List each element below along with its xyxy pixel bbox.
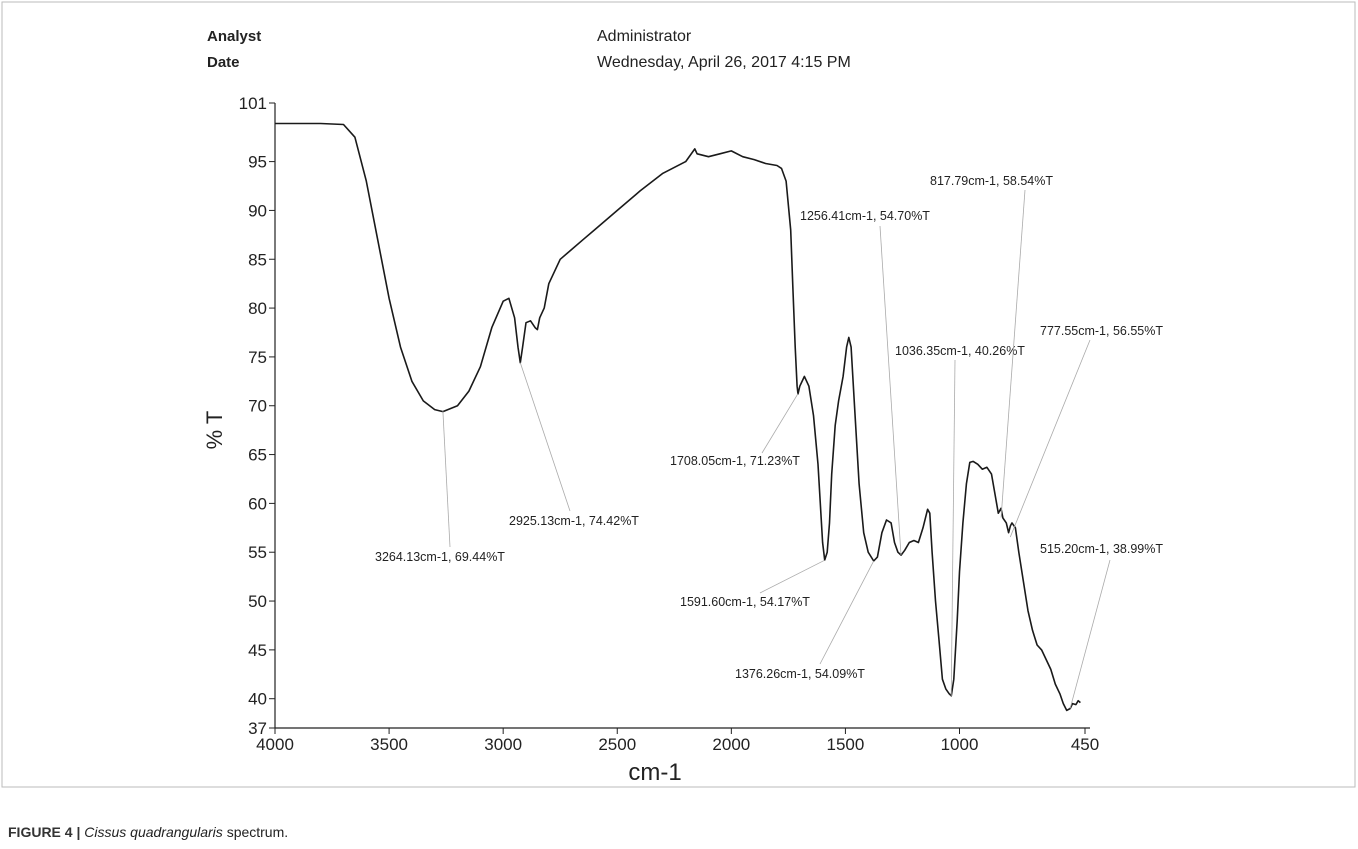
annotation-leader <box>819 560 875 665</box>
x-axis-label: cm-1 <box>628 759 681 786</box>
annotation-leader <box>1009 339 1091 538</box>
y-tick-label: 37 <box>248 719 267 738</box>
annotation-label: 515.20cm-1, 38.99%T <box>1040 542 1163 556</box>
y-tick-label: 90 <box>248 201 267 220</box>
y-tick-label: 45 <box>248 641 267 660</box>
chart: Analyst Date Administrator Wednesday, Ap… <box>1 1 1356 788</box>
annotation-label: 777.55cm-1, 56.55%T <box>1040 324 1163 338</box>
y-tick-label: 70 <box>248 397 267 416</box>
analyst: Administrator <box>597 28 692 45</box>
annotation-label: 3264.13cm-1, 69.44%T <box>375 550 505 564</box>
y-tick-label: 80 <box>248 299 267 318</box>
y-tick-label: 75 <box>248 348 267 367</box>
x-tick-label: 1500 <box>827 735 865 754</box>
annotation-leader <box>759 559 825 594</box>
annotation-leader <box>1000 189 1026 518</box>
figure-caption: FIGURE 4 | Cissus quadrangularis spectru… <box>8 824 288 840</box>
spectrum-line <box>275 122 1081 712</box>
x-tick-label: 4000 <box>256 735 294 754</box>
annotation-leader <box>442 411 451 548</box>
date-label: Date <box>207 54 240 71</box>
annotation-label: 2925.13cm-1, 74.42%T <box>509 514 639 528</box>
x-tick-label: 3000 <box>484 735 522 754</box>
y-tick-label: 101 <box>239 94 267 113</box>
y-axis-label: % T <box>202 411 227 450</box>
y-tick-label: 65 <box>248 446 267 465</box>
y-tick-label: 95 <box>248 153 267 172</box>
x-tick-label: 2500 <box>598 735 636 754</box>
y-tick-label: 55 <box>248 543 267 562</box>
caption-species: Cissus quadrangularis <box>84 824 223 840</box>
analyst-label: Analyst <box>207 28 261 45</box>
caption-rest: spectrum. <box>226 824 289 840</box>
annotation-leader <box>879 225 902 556</box>
x-tick-label: 2000 <box>712 735 750 754</box>
date: Wednesday, April 26, 2017 4:15 PM <box>597 54 851 71</box>
annotation-leader <box>519 362 571 512</box>
x-tick-label: 450 <box>1071 735 1099 754</box>
annotation-label: 1036.35cm-1, 40.26%T <box>895 344 1025 358</box>
x-tick-label: 3500 <box>370 735 408 754</box>
annotation-label: 1256.41cm-1, 54.70%T <box>800 209 930 223</box>
y-tick-label: 50 <box>248 592 267 611</box>
annotation-label: 1376.26cm-1, 54.09%T <box>735 667 865 681</box>
x-tick-label: 1000 <box>941 735 979 754</box>
annotation-leader <box>761 393 799 454</box>
y-tick-label: 60 <box>248 494 267 513</box>
figure-frame <box>1 1 1356 788</box>
y-tick-label: 40 <box>248 690 267 709</box>
annotation-label: 1708.05cm-1, 71.23%T <box>670 454 800 468</box>
caption-label: FIGURE 4 | <box>8 824 81 840</box>
annotation-label: 1591.60cm-1, 54.17%T <box>680 595 810 609</box>
annotation-leader <box>950 359 956 697</box>
y-tick-label: 85 <box>248 250 267 269</box>
annotation-leader <box>1069 559 1111 709</box>
annotation-label: 817.79cm-1, 58.54%T <box>930 174 1053 188</box>
